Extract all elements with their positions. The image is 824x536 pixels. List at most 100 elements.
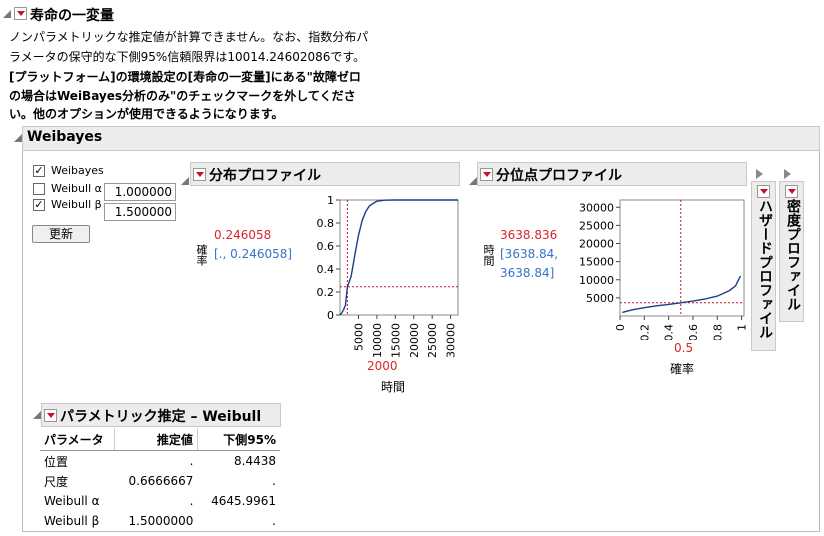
param-lower95: .: [272, 514, 276, 528]
weibayes-disclosure-icon[interactable]: [14, 134, 22, 142]
table-row: 尺度 0.6666667 .: [40, 471, 280, 491]
beta-label: Weibull β: [51, 198, 102, 211]
x-tick-label: 20000: [408, 323, 421, 358]
param-estimate: 0.6666667: [128, 474, 194, 488]
weibayes-title: Weibayes: [27, 129, 103, 145]
table-row: Weibull β 1.5000000 .: [40, 511, 280, 531]
dist-profile-ylabel: 確率: [195, 244, 208, 266]
x-tick-label: 0.4: [663, 324, 676, 340]
profile-curve: [339, 199, 458, 316]
dist-profile-xlabel: 時間: [381, 380, 406, 394]
alpha-label: Weibull α: [51, 182, 102, 195]
report-disclosure-icon[interactable]: [3, 10, 11, 18]
plot-frame: [339, 199, 459, 316]
dist-profile-value: 0.246058: [214, 228, 272, 242]
x-tick-label: 0.2: [638, 324, 651, 340]
alpha-field[interactable]: 1.000000: [104, 183, 176, 201]
table-row: 位置 . 8.4438: [40, 451, 280, 472]
update-button[interactable]: 更新: [32, 225, 90, 243]
param-lower95: 8.4438: [234, 454, 276, 468]
x-tick-label: 0: [614, 324, 627, 331]
y-tick-label: 0.8: [317, 217, 335, 230]
x-tick-label: 0.6: [687, 324, 700, 340]
quantile-profile-axes: 5000 10000 15000 20000 25000 30000 0 0.2 0.4 0.6 0…: [579, 199, 749, 340]
density-profile-title-bar: [779, 181, 804, 322]
weibayes-checkbox-label: Weibayes: [51, 164, 104, 177]
quantile-profile-menu-icon[interactable]: [480, 168, 493, 181]
x-tick-label: 0.8: [711, 324, 724, 340]
y-tick-label: 20000: [579, 238, 614, 251]
param-name: 尺度: [44, 474, 69, 489]
dist-profile-title-bar: [190, 162, 460, 186]
y-tick-label: 15000: [579, 256, 614, 269]
dist-profile-title: 分布プロファイル: [209, 168, 321, 184]
y-tick-label: 0.6: [317, 240, 335, 253]
density-profile-menu-icon[interactable]: [785, 185, 798, 198]
hazard-profile-menu-icon[interactable]: [757, 185, 770, 198]
quantile-profile-ylabel: 時間: [482, 244, 495, 266]
y-tick-label: 25000: [579, 219, 614, 232]
param-name: Weibull α: [44, 494, 100, 508]
param-title: パラメトリック推定 – Weibull: [60, 409, 262, 425]
param-estimate: .: [189, 454, 194, 468]
dist-profile-interval: [., 0.246058]: [214, 247, 293, 261]
report-title: 寿命の一変量: [30, 8, 114, 24]
param-col-header: パラメータ: [40, 428, 115, 451]
quantile-profile-value: 3638.836: [500, 228, 558, 242]
quantile-profile-disclosure-icon[interactable]: [469, 177, 477, 185]
param-col-header: 推定値: [114, 428, 198, 451]
quantile-profile-chart[interactable]: 5000 10000 15000 20000 25000 30000 0 0.2 0.4 0.6 0…: [570, 190, 750, 340]
quantile-profile-interval-1: [3638.84,: [500, 247, 559, 261]
param-name: 位置: [44, 454, 69, 469]
param-title-bar: [41, 403, 281, 427]
quantile-profile-current-x[interactable]: 0.5: [674, 341, 694, 355]
dist-profile-current-x[interactable]: 2000: [367, 359, 398, 373]
y-tick-label: 0.4: [317, 263, 335, 276]
x-tick-label: 15000: [389, 323, 402, 358]
weibayes-panel: [22, 151, 820, 532]
x-tick-label: 10000: [371, 323, 384, 358]
param-lower95: .: [272, 474, 276, 488]
density-profile-title: 密度プロファイル: [785, 199, 801, 311]
message-line: ノンパラメトリックな推定値が計算できません。なお、指数分布パ: [9, 30, 369, 44]
param-table: パラメータ 推定値 下側95% 位置 . 8.4438 尺度 0.6666667…: [40, 428, 280, 531]
param-estimate: .: [189, 494, 194, 508]
beta-checkbox[interactable]: ✓: [33, 198, 45, 211]
weibayes-checkbox[interactable]: ✓: [33, 164, 45, 177]
message-line: ラメータの保守的な下側95%信頼限界は10014.24602086です。: [9, 50, 366, 64]
hazard-profile-title: ハザードプロファイル: [757, 199, 773, 339]
weibayes-title-bar: [22, 126, 820, 151]
profile-curve: [622, 275, 742, 314]
quantile-profile-title-bar: [477, 162, 747, 186]
y-tick-label: 30000: [579, 201, 614, 214]
message-line: の場合はWeiBayes分析のみ"のチェックマークを外してくださ: [9, 89, 356, 103]
x-tick-label: 30000: [445, 323, 458, 358]
plot-frame: [619, 199, 745, 317]
message-line: [プラットフォーム]の環境設定の[寿命の一変量]にある"故障ゼロ: [9, 70, 361, 84]
beta-field[interactable]: 1.500000: [104, 203, 176, 221]
param-col-header: 下側95%: [196, 428, 280, 451]
hazard-profile-disclosure-icon[interactable]: [756, 169, 763, 179]
report-menu-icon[interactable]: [14, 7, 27, 20]
quantile-profile-interval-2: 3638.84]: [500, 266, 555, 280]
x-tick-label: 25000: [426, 323, 439, 358]
y-tick-label: 0.2: [317, 286, 335, 299]
hazard-profile-title-bar: [751, 181, 776, 351]
y-tick-label: 1: [327, 194, 334, 207]
param-menu-icon[interactable]: [44, 409, 57, 422]
alpha-checkbox[interactable]: [33, 183, 45, 195]
quantile-profile-title: 分位点プロファイル: [496, 168, 622, 184]
y-tick-label: 5000: [586, 292, 614, 305]
dist-profile-menu-icon[interactable]: [193, 168, 206, 181]
table-row: Weibull α . 4645.9961: [40, 491, 280, 511]
x-tick-label: 1: [736, 324, 749, 331]
density-profile-disclosure-icon[interactable]: [784, 169, 791, 179]
param-disclosure-icon[interactable]: [33, 411, 41, 419]
y-tick-label: 0: [327, 309, 334, 322]
x-tick-label: 5000: [352, 323, 365, 351]
message-line: い。他のオプションが使用できるようになります。: [9, 107, 284, 121]
quantile-profile-xlabel: 確率: [670, 362, 695, 376]
dist-profile-disclosure-icon[interactable]: [181, 177, 189, 185]
